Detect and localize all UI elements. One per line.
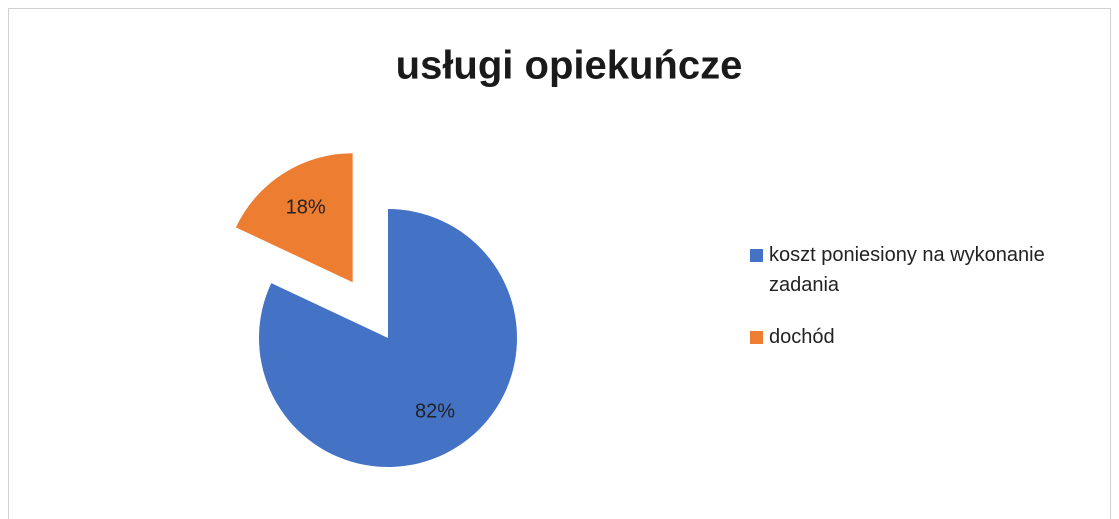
legend-swatch	[750, 331, 763, 344]
legend-swatch	[750, 249, 763, 262]
chart-title: usługi opiekuńcze	[396, 44, 743, 88]
pie-slice	[235, 153, 353, 283]
legend-label: koszt poniesiony na wykonanie zadania	[769, 244, 1045, 296]
pie-slice	[259, 209, 518, 467]
legend-item: koszt poniesiony na wykonanie zadania	[750, 240, 1100, 300]
legend-label: dochód	[769, 326, 835, 348]
legend-item: dochód	[750, 322, 1100, 352]
data-label: 82%	[415, 400, 455, 422]
chart-border	[8, 8, 1111, 519]
data-label: 18%	[286, 196, 326, 218]
